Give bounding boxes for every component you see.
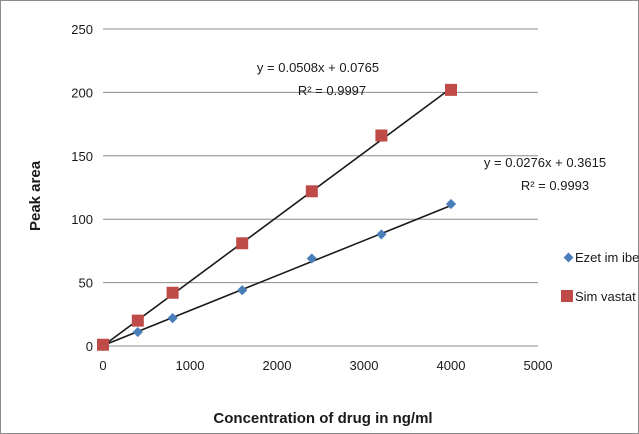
y-tick-label: 200 <box>71 85 93 100</box>
gridlines <box>103 28 538 284</box>
y-tick-label: 150 <box>71 149 93 164</box>
y-axis-title: Peak area <box>27 160 44 231</box>
simvastatin-point <box>375 129 388 142</box>
ezetimibe-point <box>445 198 457 210</box>
y-tick-label: 50 <box>79 276 93 291</box>
ezetimibe-point <box>167 313 178 324</box>
ezetimibe-point <box>306 253 317 264</box>
y-tick-label: 100 <box>71 212 93 227</box>
simvastatin-point <box>97 338 109 351</box>
x-tick-label: 5000 <box>524 358 553 373</box>
data-points <box>97 83 457 352</box>
ezetimibe-point <box>237 285 248 296</box>
legend-ezetimibe-label: Ezet im ibe <box>575 250 639 265</box>
x-tick-label: 0 <box>99 358 106 373</box>
y-tick-label: 250 <box>71 22 93 37</box>
simvastatin-point <box>166 286 179 299</box>
simvastatin-point <box>236 237 249 250</box>
legend-simvastatin-label: Sim vastat in <box>575 289 639 304</box>
ezetimibe-point <box>132 326 143 338</box>
x-tick-label: 3000 <box>350 358 379 373</box>
simvastatin-point <box>131 314 144 327</box>
simvastatin-point <box>305 185 318 198</box>
simvastatin-point <box>445 83 457 96</box>
y-tick-labels: 0 50 100 150 200 250 <box>71 22 93 354</box>
ezetimibe-r2: R² = 0.9993 <box>521 178 589 193</box>
simvastatin-equation: y = 0.0508x + 0.0765 <box>257 60 379 75</box>
x-tick-label: 4000 <box>437 358 466 373</box>
trendline-simvastatin <box>102 87 452 347</box>
trendline-ezetimibe <box>102 204 452 347</box>
ezetimibe-equation: y = 0.0276x + 0.3615 <box>484 155 606 170</box>
legend-simvastatin-marker <box>561 290 573 302</box>
legend: Ezet im ibe Sim vastat in <box>561 250 639 304</box>
legend-ezetimibe-marker <box>563 252 574 263</box>
trendlines <box>102 87 452 347</box>
x-tick-label: 2000 <box>263 358 292 373</box>
x-tick-label: 1000 <box>176 358 205 373</box>
y-tick-label: 0 <box>86 339 93 354</box>
x-tick-labels: 0 1000 2000 3000 4000 5000 <box>99 358 552 373</box>
simvastatin-r2: R² = 0.9997 <box>298 83 366 98</box>
x-axis-title: Concentration of drug in ng/ml <box>213 410 432 427</box>
ezetimibe-point <box>376 229 387 240</box>
